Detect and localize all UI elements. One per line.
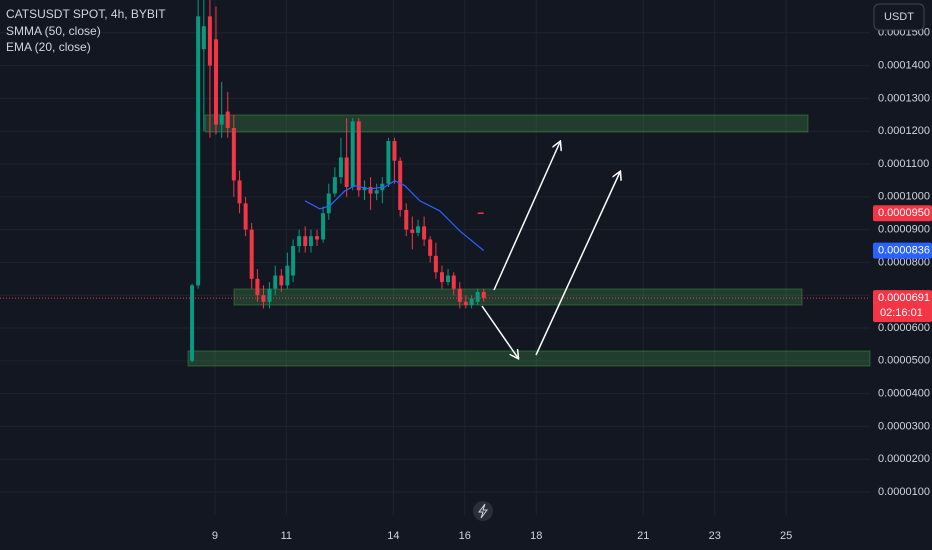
candle-body (374, 190, 379, 194)
candle-body (231, 127, 236, 181)
candle-body (410, 229, 415, 233)
candle-body (433, 255, 438, 273)
candle-body (249, 229, 254, 279)
candle-body (368, 186, 373, 194)
candle-body (321, 213, 326, 240)
y-tick-label: 0.0001400 (878, 60, 930, 72)
zone (233, 288, 803, 306)
candle-body (356, 121, 361, 191)
arrow (493, 142, 560, 291)
candle-body (201, 26, 206, 50)
candle-body (213, 39, 218, 125)
currency-button[interactable]: USDT (873, 3, 925, 31)
y-tick-label: 0.0000800 (878, 256, 930, 268)
chart-title: CATSUSDT SPOT, 4h, BYBIT (6, 7, 166, 21)
zone (204, 114, 809, 133)
candle-body (326, 193, 331, 214)
candle-body (291, 246, 296, 276)
candle-body (237, 180, 242, 204)
y-tick-label: 0.0000900 (878, 224, 930, 236)
price-label-bg (873, 205, 932, 222)
candle-body (207, 16, 212, 66)
price-label: 0.0000836 (878, 245, 930, 257)
candle-body (243, 203, 248, 230)
candle-body (463, 301, 468, 306)
candle-body (457, 288, 462, 302)
indicator-label: EMA (20, close) (6, 40, 91, 54)
currency-label[interactable]: USDT (884, 11, 914, 23)
candle-body (273, 275, 278, 289)
candle-body (190, 285, 195, 361)
y-tick-label: 0.0001100 (878, 158, 929, 170)
candle-body (350, 121, 355, 187)
zone (187, 350, 871, 367)
indicator-label: SMMA (50, close) (6, 24, 101, 38)
x-tick-label: 14 (387, 530, 399, 542)
candle-body (303, 236, 308, 247)
button-frame (873, 3, 925, 31)
candle-body (404, 209, 409, 230)
candle-body (225, 111, 230, 128)
candle-body (469, 298, 474, 306)
candle-body (439, 272, 444, 283)
candle-body (344, 157, 349, 187)
price-label-bg (873, 242, 932, 259)
candle-body (451, 275, 456, 289)
y-tick-label: 0.0000300 (878, 420, 930, 432)
candle-body (338, 157, 343, 178)
candle-body (362, 186, 367, 191)
x-tick-label: 9 (212, 530, 218, 542)
candle-body (481, 291, 486, 299)
candle-body (308, 236, 313, 247)
y-tick-label: 0.0000600 (878, 322, 930, 334)
lightning-icon (478, 503, 488, 519)
candle-body (255, 278, 260, 296)
candle-body (267, 288, 272, 302)
x-tick-label: 25 (780, 530, 792, 542)
candle-body (297, 236, 302, 247)
candle-body (416, 226, 421, 233)
arrow (481, 305, 518, 358)
x-tick-label: 23 (709, 530, 721, 542)
candle-body (475, 291, 480, 302)
price-label-bg (873, 290, 932, 323)
replay-icon[interactable] (473, 501, 493, 521)
candle-body (428, 239, 433, 256)
price-label: 0.0000691 (878, 292, 930, 304)
arrow (535, 172, 620, 356)
y-tick-label: 0.0001300 (878, 92, 930, 104)
candle-body (279, 275, 284, 286)
candle-body (196, 16, 201, 286)
ema-line (304, 180, 485, 252)
candle-body (386, 141, 391, 184)
countdown: 02:16:01 (880, 307, 923, 319)
x-tick-label: 21 (637, 530, 649, 542)
candle-body (332, 177, 337, 194)
candle-body (315, 236, 320, 240)
x-tick-label: 18 (530, 530, 542, 542)
y-tick-label: 0.0001200 (878, 125, 930, 137)
price-label: 0.0000950 (878, 207, 930, 219)
y-tick-label: 0.0000500 (878, 355, 930, 367)
x-tick-label: 16 (459, 530, 471, 542)
candle-body (285, 265, 290, 286)
y-tick-label: 0.0000400 (878, 388, 930, 400)
y-tick-label: 0.0000100 (878, 486, 930, 498)
candle-body (398, 160, 403, 210)
x-tick-label: 11 (281, 530, 292, 542)
y-tick-label: 0.0001000 (878, 191, 930, 203)
candle-body (446, 275, 451, 283)
candle-body (219, 114, 224, 125)
candle-body (261, 295, 266, 302)
candle-body (422, 226, 427, 240)
y-tick-label: 0.0000200 (878, 453, 930, 465)
candle-body (392, 141, 397, 161)
